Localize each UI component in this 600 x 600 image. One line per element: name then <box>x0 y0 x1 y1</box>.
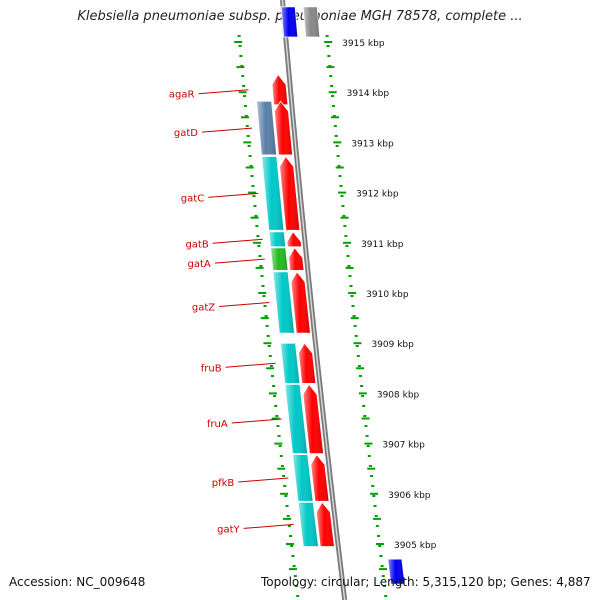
scale-label: 3909 kbp <box>371 340 414 350</box>
cog-block-shade <box>298 502 319 547</box>
gene-label-leader <box>214 258 265 264</box>
gene-fruB-shade <box>298 343 316 384</box>
gene-label: agaR <box>169 90 195 101</box>
cog-block-shade <box>270 247 288 271</box>
scale-label: 3905 kbp <box>394 541 437 551</box>
gene-label-leader <box>219 302 270 308</box>
gene-gatB-shade <box>287 231 302 247</box>
map-title: Klebsiella pneumoniae subsp. pneumoniae … <box>77 9 523 24</box>
gene-gatZ-shade <box>291 271 311 334</box>
gene-label-leader <box>238 477 289 483</box>
scale-label: 3915 kbp <box>342 39 385 49</box>
gene-label-leader <box>208 192 259 198</box>
gene-label: fruB <box>201 363 222 374</box>
genome-info: Topology: circular; Length: 5,315,120 bp… <box>261 575 591 589</box>
scale-label: 3910 kbp <box>366 290 409 300</box>
cog-block-shade <box>280 343 300 384</box>
gene-fruA-shade <box>303 384 324 454</box>
gene-label: gatA <box>187 259 210 270</box>
cog-block-shade <box>261 156 284 231</box>
backbone <box>280 0 348 600</box>
cog-block-shade <box>269 231 286 247</box>
accession-label: Accession: NC_009648 <box>9 575 146 589</box>
gene-agaR-shade <box>272 74 288 105</box>
backbone-highlight <box>281 0 346 600</box>
cog-block-shade <box>273 271 295 334</box>
gene-gatA-shade <box>288 247 304 271</box>
scale-label: 3906 kbp <box>388 491 431 501</box>
gene-gatC-shade <box>279 156 300 231</box>
gene-labels: agaR gatD gatC gatB gatA gatZ fruB fruA pfkB gatY <box>169 89 294 535</box>
partial-feature-shade <box>387 559 405 585</box>
gene-label-leader <box>231 418 282 424</box>
scale-ticks <box>234 35 388 597</box>
scale-label: 3913 kbp <box>351 139 394 149</box>
gene-label-leader <box>201 127 253 133</box>
scale-label: 3911 kbp <box>361 240 404 250</box>
scale-label: 3912 kbp <box>356 190 399 200</box>
gene-label: gatZ <box>192 303 215 314</box>
scale-label: 3907 kbp <box>382 441 425 451</box>
scale-labels: 3915 kbp 3914 kbp 3913 kbp 3912 kbp 3911 kbp… <box>342 39 436 551</box>
cog-block-shade <box>256 101 277 155</box>
gene-label: gatB <box>185 239 208 250</box>
cog-track <box>256 100 319 547</box>
gene-track <box>271 6 406 585</box>
gene-label-leader <box>243 523 294 529</box>
gene-label: gatD <box>174 128 198 139</box>
partial-feature-shade <box>281 6 298 38</box>
gene-pfkB-shade <box>310 454 329 502</box>
scale-label: 3914 kbp <box>347 89 390 99</box>
scale-label: 3908 kbp <box>377 390 420 400</box>
gene-label: fruA <box>207 419 228 430</box>
gene-gatD-shade <box>274 101 293 155</box>
gene-label: pfkB <box>212 478 235 489</box>
cog-block-shade <box>284 384 308 454</box>
gene-label-leader <box>225 362 276 368</box>
partial-feature-shade <box>303 6 320 38</box>
cog-block-shade <box>292 454 313 502</box>
gene-label: gatY <box>217 524 240 535</box>
gene-label-leader <box>198 89 249 95</box>
gene-label: gatC <box>181 193 204 204</box>
gene-label-leader <box>212 238 263 244</box>
gene-gatY-shade <box>316 502 335 547</box>
